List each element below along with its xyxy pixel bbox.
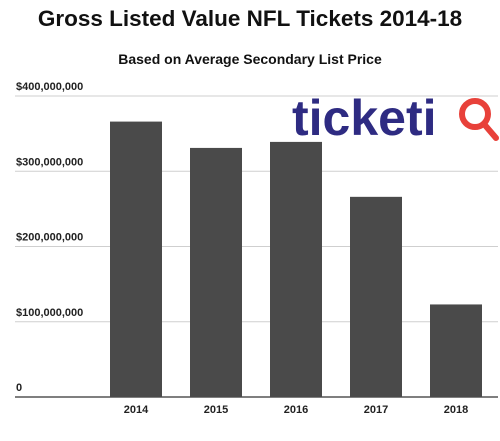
y-tick-label: $100,000,000 <box>16 307 83 319</box>
chart-title: Gross Listed Value NFL Tickets 2014-18 <box>37 6 463 31</box>
y-tick-label: 0 <box>16 382 22 394</box>
bar-2018 <box>430 304 482 397</box>
logo-text-main: ticket <box>292 90 423 146</box>
bars <box>110 121 482 398</box>
ticketiq-logo: ticketi <box>292 90 499 146</box>
bar-2017 <box>350 196 402 397</box>
x-tick-label: 2016 <box>284 404 308 416</box>
y-tick-label: $200,000,000 <box>16 232 83 244</box>
chart-subtitle: Based on Average Secondary List Price <box>118 51 382 67</box>
x-axis-tick-labels: 2014 2015 2016 2017 2018 <box>124 404 468 416</box>
y-tick-label: $300,000,000 <box>16 156 83 168</box>
grid-lines <box>15 95 498 398</box>
logo-wordmark: ticketi <box>292 90 437 146</box>
y-axis-tick-labels: 0 $100,000,000 $200,000,000 $300,000,000 $40… <box>16 81 83 394</box>
x-tick-label: 2017 <box>364 404 388 416</box>
x-tick-label: 2014 <box>124 404 149 416</box>
bar-2014 <box>110 121 162 398</box>
logo-text-i: i <box>423 90 437 146</box>
y-tick-label: $400,000,000 <box>16 81 83 93</box>
x-tick-label: 2018 <box>444 404 468 416</box>
bar-2016 <box>270 141 322 397</box>
bar-2015 <box>190 147 242 397</box>
logo-magnifier-icon <box>459 98 491 130</box>
x-tick-label: 2015 <box>204 404 228 416</box>
logo-magnifier-handle <box>481 121 499 141</box>
